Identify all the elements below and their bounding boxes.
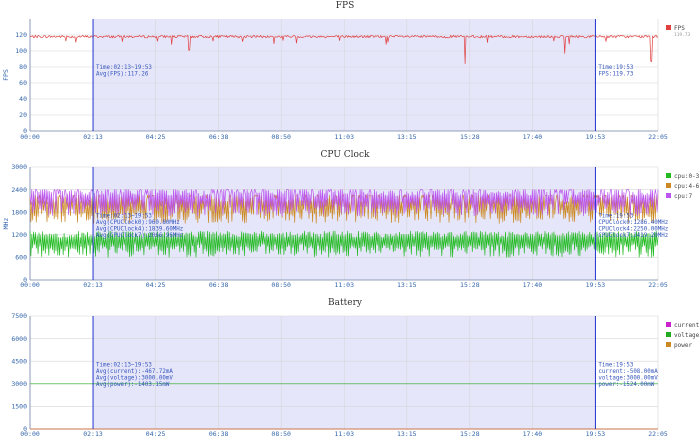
x-tick-label: 17:40: [523, 281, 543, 289]
y-tick-label: 1200: [11, 231, 27, 239]
x-tick-label: 22:05: [648, 430, 668, 438]
chart-title: CPU Clock: [321, 150, 370, 160]
legend-label: current: [674, 322, 700, 329]
y-tick-label: 4500: [11, 357, 27, 365]
x-tick-label: 04:25: [146, 133, 166, 141]
x-tick-label: 02:13: [83, 281, 103, 289]
x-tick-label: 17:40: [523, 430, 543, 438]
x-tick-label: 19:53: [586, 430, 606, 438]
legend-label: cpu:4-6: [674, 183, 700, 190]
annotation-right-line: FPS:119.73: [598, 72, 633, 78]
y-tick-label: 60: [19, 79, 27, 87]
x-tick-label: 19:53: [586, 281, 606, 289]
annotation-right-line: CPUClock0:1286.40MHz: [598, 220, 668, 226]
annotation-left-line: Time:02:13~19:53: [96, 65, 152, 71]
x-tick-label: 15:28: [460, 430, 480, 438]
annotation-left-line: Avg(FPS):117.26: [96, 72, 149, 78]
annotation-left-line: Avg(current):-467.72mA: [96, 369, 173, 375]
legend-swatch: [666, 25, 671, 30]
y-tick-label: 1500: [11, 403, 27, 411]
y-tick-label: 0: [23, 127, 27, 135]
legend-label: power: [674, 342, 692, 349]
y-tick-label: 6000: [11, 335, 27, 343]
x-tick-label: 06:38: [209, 281, 229, 289]
legend-swatch: [666, 332, 671, 337]
y-tick-label: 20: [19, 111, 27, 119]
annotation-right-line: CPUClock4:2250.00MHz: [598, 227, 668, 233]
annotation-left-line: Avg(voltage):3000.00mV: [96, 376, 173, 382]
x-tick-label: 15:28: [460, 133, 480, 141]
x-tick-label: 08:50: [271, 430, 291, 438]
legend-label: cpu:7: [674, 193, 692, 200]
annotation-right-line: CPUClock7:2419.20MHz: [598, 233, 668, 239]
chart-panel-2: Battery 0 1500 3000 4500 6000 7500 00:00 02:13 04…: [11, 298, 699, 438]
annotation-right-line: current:-508.00mA: [598, 369, 658, 375]
x-tick-label: 04:25: [146, 281, 166, 289]
annotation-left-line: Avg(power):-1403.15mW: [96, 382, 170, 388]
legend-label: FPS: [674, 25, 685, 32]
x-tick-label: 00:00: [20, 281, 40, 289]
x-tick-label: 00:00: [20, 430, 40, 438]
y-tick-label: 120: [15, 31, 27, 39]
x-tick-label: 02:13: [83, 133, 103, 141]
annotation-right-line: Time:19:53: [598, 65, 633, 71]
chart-title: Battery: [328, 298, 363, 308]
legend-swatch: [666, 173, 671, 178]
legend-swatch: [666, 322, 671, 327]
legend-label: cpu:0-3: [674, 173, 700, 180]
annotation-right-line: power:-1524.00mW: [598, 382, 654, 388]
x-tick-label: 13:15: [397, 430, 417, 438]
x-tick-label: 17:40: [523, 133, 543, 141]
y-tick-label: 2400: [11, 186, 27, 194]
y-tick-label: 80: [19, 63, 27, 71]
y-axis-label: MHz: [2, 218, 10, 230]
series-line-cpu-7: [29, 189, 659, 217]
x-tick-label: 22:05: [648, 281, 668, 289]
y-tick-label: 40: [19, 95, 27, 103]
legend-swatch: [666, 183, 671, 188]
y-tick-label: 100: [15, 47, 27, 55]
y-tick-label: 0: [23, 425, 27, 433]
x-tick-label: 08:50: [271, 133, 291, 141]
x-tick-label: 00:00: [20, 133, 40, 141]
y-tick-label: 7500: [11, 312, 27, 320]
x-tick-label: 06:38: [209, 430, 229, 438]
annotation-left-line: Avg(CPUClock0):960.80MHz: [96, 220, 180, 226]
legend-swatch: [666, 342, 671, 347]
x-tick-label: 04:25: [146, 430, 166, 438]
y-tick-label: 600: [15, 254, 27, 262]
x-tick-label: 22:05: [648, 133, 668, 141]
x-tick-label: 15:28: [460, 281, 480, 289]
y-tick-label: 3000: [11, 380, 27, 388]
y-tick-label: 0: [23, 276, 27, 284]
legend-swatch: [666, 193, 671, 198]
x-tick-label: 08:50: [271, 281, 291, 289]
annotation-right-line: Time:19:53: [598, 363, 633, 369]
x-tick-label: 11:03: [334, 281, 354, 289]
annotation-left-line: Time:02:13~19:53: [96, 363, 152, 369]
chart-panel-0: FPS 0 20 40 60 80 100 120 00:00 02:13 04:25 06:38 08…: [2, 1, 691, 141]
chart-panel-1: CPU Clock 0 600 1200 1800 2400 3000 00:00 02:13 0…: [2, 150, 700, 289]
series-line-FPS: [29, 34, 659, 65]
y-axis-label: FPS: [2, 69, 10, 81]
series-line-cpu-0-3: [29, 230, 659, 258]
x-tick-label: 13:15: [397, 133, 417, 141]
x-tick-label: 11:03: [334, 133, 354, 141]
annotation-right-line: Time:19:53: [598, 214, 633, 220]
x-tick-label: 11:03: [334, 430, 354, 438]
legend-sub-value: 119.73: [674, 32, 691, 38]
annotation-left-line: Time:02:13~19:53: [96, 214, 152, 220]
chart-title: FPS: [336, 1, 354, 11]
x-tick-label: 06:38: [209, 133, 229, 141]
annotation-right-line: voltage:3000.00mV: [598, 376, 658, 382]
legend-label: voltage: [674, 332, 700, 339]
y-tick-label: 1800: [11, 208, 27, 216]
annotation-left-line: Avg(CPUClock4):1839.60MHz: [96, 227, 183, 233]
x-tick-label: 13:15: [397, 281, 417, 289]
annotation-left-line: Avg(CPUClock7):2066.96MHz: [96, 233, 183, 239]
x-tick-label: 02:13: [83, 430, 103, 438]
x-tick-label: 19:53: [586, 133, 606, 141]
y-tick-label: 3000: [11, 163, 27, 171]
